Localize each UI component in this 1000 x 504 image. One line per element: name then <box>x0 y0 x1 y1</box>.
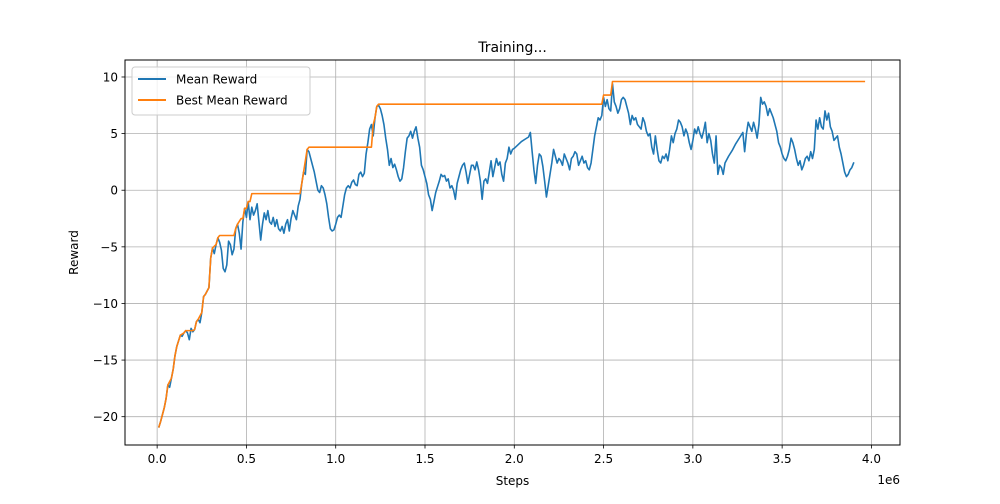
y-tick-label: −10 <box>93 297 118 311</box>
legend-label-mean-reward: Mean Reward <box>176 73 257 87</box>
x-tick-label: 1.0 <box>326 452 345 466</box>
x-axis-offset-label: 1e6 <box>877 473 900 487</box>
chart-title: Training... <box>477 40 547 56</box>
x-tick-label: 0.5 <box>237 452 256 466</box>
legend-label-best-mean-reward: Best Mean Reward <box>176 94 288 108</box>
grid <box>125 60 900 445</box>
plot-frame <box>124 59 901 446</box>
x-tick-label: 3.5 <box>773 452 792 466</box>
x-axis-label: Steps <box>496 474 530 488</box>
y-tick-label: 0 <box>110 184 118 198</box>
y-tick-label: 5 <box>110 127 118 141</box>
y-axis-label: Reward <box>67 230 81 275</box>
y-tick-label: −20 <box>93 410 118 424</box>
series-line-mean-reward <box>157 82 855 428</box>
y-tick-label: 10 <box>103 70 118 84</box>
legend: Mean Reward Best Mean Reward <box>131 66 311 116</box>
series-line-best-mean-reward <box>157 80 866 428</box>
x-tick-label: 2.5 <box>594 452 613 466</box>
x-tick-label: 2.0 <box>505 452 524 466</box>
axes: 0.0 0.5 1.0 1.5 2.0 2.5 3.0 3.5 4.0 −20 −15 −10 −5 0 5… <box>93 70 881 466</box>
x-tick-label: 0.0 <box>148 452 167 466</box>
y-tick-label: −5 <box>100 240 118 254</box>
x-tick-label: 1.5 <box>415 452 434 466</box>
x-tick-label: 3.0 <box>683 452 702 466</box>
x-tick-label: 4.0 <box>862 452 881 466</box>
y-tick-label: −15 <box>93 354 118 368</box>
series-layer <box>157 80 866 428</box>
legend-box <box>131 66 311 116</box>
